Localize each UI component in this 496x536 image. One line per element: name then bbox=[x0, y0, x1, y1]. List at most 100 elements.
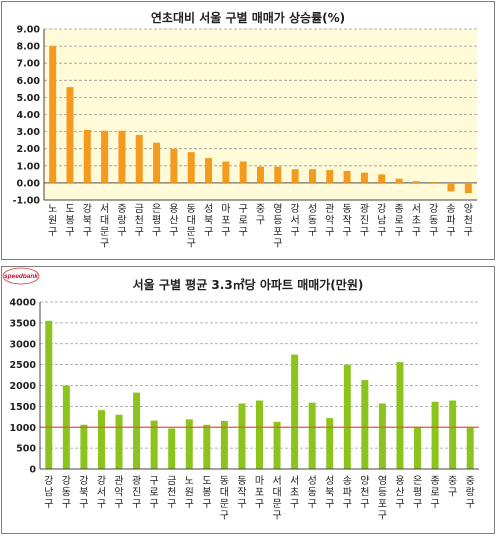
price-change-chart: -1.00 0.00 1.00 2.00 3.00 4.00 5.00 6.00 7.00 8.0… bbox=[13, 25, 477, 250]
bar-송파구 bbox=[447, 182, 455, 192]
bar-강서구 bbox=[97, 410, 105, 469]
speedbank-logo: speedbank bbox=[2, 267, 40, 285]
bar-동대문구 bbox=[187, 152, 195, 183]
bar-동작구 bbox=[343, 170, 351, 183]
bar-서초구 bbox=[412, 181, 420, 183]
bar-광진구 bbox=[133, 392, 141, 469]
y-tick-label: 3000 bbox=[10, 339, 37, 350]
y-tick-label: 3500 bbox=[10, 318, 37, 329]
bar-서대문구 bbox=[273, 421, 281, 469]
chart-title: 연초대비 서울 구별 매매가 상승률(%) bbox=[150, 11, 346, 25]
y-tick-label: 5.00 bbox=[17, 93, 41, 104]
bar-종로구 bbox=[431, 401, 439, 469]
bar-강남구 bbox=[45, 320, 53, 469]
y-tick-label: 2000 bbox=[10, 381, 37, 392]
bar-은평구 bbox=[153, 142, 161, 183]
chart-title: 서울 구별 평균 3.3㎡당 아파트 매매가(만원) bbox=[132, 278, 364, 292]
y-tick-label: 2500 bbox=[10, 360, 37, 371]
bar-중랑구 bbox=[118, 130, 126, 183]
bar-강북구 bbox=[80, 424, 88, 469]
bar-종로구 bbox=[395, 178, 403, 183]
y-tick-label: 9.00 bbox=[17, 25, 41, 36]
y-tick-label: -1.00 bbox=[13, 196, 41, 207]
bar-송파구 bbox=[343, 364, 351, 469]
bar-노원구 bbox=[49, 46, 57, 183]
bar-용산구 bbox=[396, 362, 404, 469]
bar-구로구 bbox=[150, 420, 158, 469]
y-tick-label: 1500 bbox=[10, 402, 37, 413]
bar-강북구 bbox=[83, 129, 91, 183]
bar-광진구 bbox=[360, 172, 368, 183]
bar-강서구 bbox=[291, 169, 299, 183]
bar-금천구 bbox=[168, 428, 176, 469]
bar-은평구 bbox=[414, 426, 422, 469]
bar-동대문구 bbox=[220, 420, 228, 469]
bar-영등포구 bbox=[274, 166, 282, 183]
bar-서대문구 bbox=[101, 130, 109, 183]
y-tick-label: 8.00 bbox=[17, 42, 41, 53]
bar-동작구 bbox=[238, 403, 246, 469]
bar-구로구 bbox=[239, 161, 247, 183]
y-tick-label: 4000 bbox=[10, 298, 37, 309]
bar-노원구 bbox=[185, 419, 193, 469]
price-change-chart-panel: -1.00 0.00 1.00 2.00 3.00 4.00 5.00 6.00 7.00 8.0… bbox=[1, 1, 495, 260]
bar-도봉구 bbox=[66, 87, 74, 183]
bar-중구 bbox=[257, 166, 264, 183]
y-tick-label: 500 bbox=[16, 444, 36, 455]
bar-도봉구 bbox=[203, 424, 211, 469]
y-tick-label: 3.00 bbox=[17, 127, 41, 138]
bar-성북구 bbox=[205, 158, 213, 183]
bar-중랑구 bbox=[466, 427, 474, 469]
y-tick-label: 0 bbox=[29, 465, 36, 476]
bar-영등포구 bbox=[378, 403, 386, 469]
bar-성동구 bbox=[308, 402, 316, 469]
bar-관악구 bbox=[326, 170, 334, 183]
y-tick-label: 7.00 bbox=[17, 59, 41, 70]
bar-서초구 bbox=[291, 354, 299, 469]
avg-price-chart-panel: 0 500 1000 1500 2000 2500 3000 3500 4000 강 남 구 강 동 구 강 북… bbox=[1, 266, 495, 534]
y-tick-label: 1.00 bbox=[17, 161, 41, 172]
bar-용산구 bbox=[170, 148, 178, 183]
bar-금천구 bbox=[135, 135, 143, 183]
bar-마포구 bbox=[256, 400, 263, 469]
y-tick-label: 0.00 bbox=[17, 178, 41, 189]
svg-text:speedbank: speedbank bbox=[4, 273, 38, 280]
